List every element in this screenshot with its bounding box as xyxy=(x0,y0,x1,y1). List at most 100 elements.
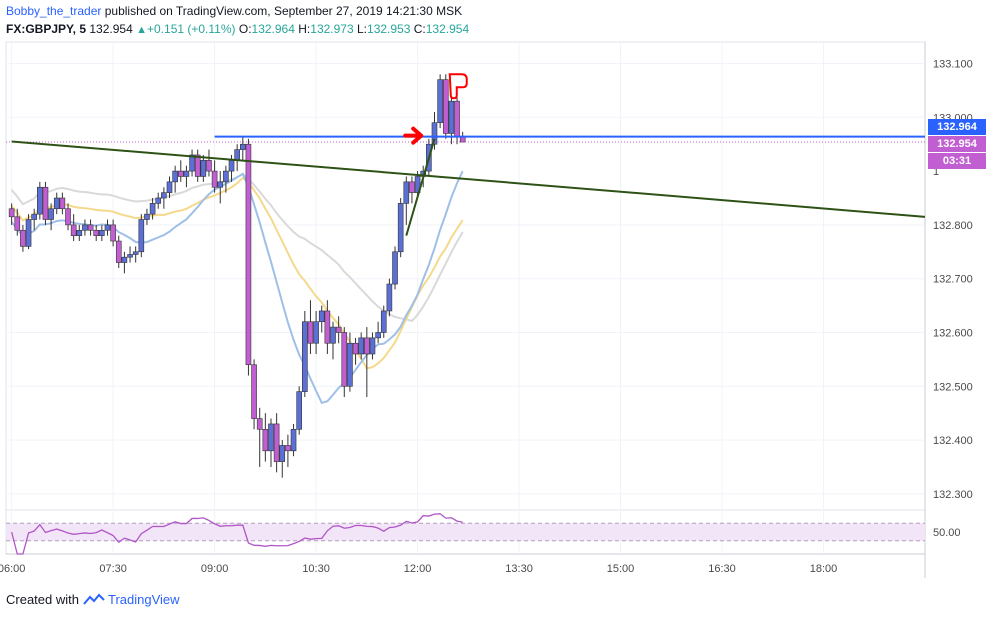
candle-body xyxy=(431,122,438,145)
price-tick-label: 132.500 xyxy=(933,381,973,393)
candle-body xyxy=(37,186,43,215)
candle-body xyxy=(369,337,376,355)
level-price-tag: 132.964 xyxy=(928,119,986,135)
price-chart[interactable]: 133.100133.000132.800132.700132.600132.5… xyxy=(0,0,988,590)
time-tick-label: 15:00 xyxy=(607,563,635,575)
candle-body xyxy=(99,229,105,236)
created-with-label: Created with xyxy=(6,592,79,607)
candle-body xyxy=(206,160,212,172)
candle-body xyxy=(313,321,319,344)
price-tick-label: 132.300 xyxy=(933,489,973,501)
candle-body xyxy=(110,224,116,242)
candle-body xyxy=(442,79,449,134)
price-tick-label: 132.600 xyxy=(933,327,973,339)
ohlc-legend: FX:GBPJPY, 5 132.954 ▲+0.151 (+0.11%) O:… xyxy=(6,22,469,36)
high-value: 132.973 xyxy=(310,22,354,36)
candle-body xyxy=(87,224,94,231)
candle-body xyxy=(335,326,342,333)
candle-body xyxy=(76,229,83,236)
drawings xyxy=(6,73,926,236)
candle-body xyxy=(14,216,21,231)
candle-body xyxy=(386,283,393,312)
rsi-band xyxy=(6,523,925,541)
candle-body xyxy=(324,310,331,344)
candle-body xyxy=(296,391,302,430)
price-tick-label: 1 xyxy=(933,166,939,178)
candle-body xyxy=(403,181,410,204)
candles xyxy=(8,74,466,478)
open-label: O: xyxy=(238,22,252,36)
candle-body xyxy=(375,332,381,339)
candle-body xyxy=(31,213,37,220)
candle-body xyxy=(380,310,387,333)
time-tick-label: 06:00 xyxy=(0,563,25,575)
time-axis[interactable]: 06:00 07:30 09:00 10:30 12:00 13:30 15:00 16:30… xyxy=(0,563,837,575)
candle-body xyxy=(20,229,26,247)
price-axis[interactable]: 133.100133.000132.800132.700132.600132.5… xyxy=(933,59,973,539)
candle-body xyxy=(307,321,314,344)
candle-body xyxy=(48,208,54,220)
candle-body xyxy=(268,423,274,452)
symbol-label[interactable]: FX:GBPJPY, 5 xyxy=(6,22,87,36)
candle-body xyxy=(189,154,195,172)
candle-body xyxy=(364,337,370,355)
candle-body xyxy=(59,197,66,210)
candle-body xyxy=(414,176,421,193)
candle-body xyxy=(285,445,291,452)
candle-body xyxy=(115,240,122,263)
rsi-tick-label: 50.00 xyxy=(933,527,961,539)
candle-body xyxy=(144,213,150,220)
candle-body xyxy=(228,160,235,172)
candle-body xyxy=(234,149,240,161)
price-tick-label: 133.100 xyxy=(933,59,973,71)
candle-body xyxy=(409,181,415,193)
candle-body xyxy=(121,256,128,263)
candle-body xyxy=(341,332,348,387)
candle-body xyxy=(223,170,229,183)
candle-body xyxy=(161,192,167,199)
time-tick-label: 07:30 xyxy=(99,563,127,575)
price-tick-label: 132.700 xyxy=(933,274,973,286)
low-label: L: xyxy=(357,22,368,36)
price-tick-label: 132.400 xyxy=(933,435,973,447)
candle-body xyxy=(53,197,60,210)
published-text: published on TradingView.com, September … xyxy=(101,4,463,18)
candle-body xyxy=(8,208,15,218)
footer: Created with TradingView xyxy=(6,592,180,607)
support-trendline xyxy=(405,138,436,236)
candle-body xyxy=(155,197,162,204)
candle-body xyxy=(65,208,71,226)
candle-body xyxy=(166,181,173,193)
candle-body xyxy=(251,364,257,419)
time-tick-label: 16:30 xyxy=(708,563,736,575)
thumbs-down-icon xyxy=(448,73,468,100)
candle-body xyxy=(437,79,443,123)
close-label: C: xyxy=(413,22,426,36)
candle-body xyxy=(183,170,190,177)
time-tick-label: 10:30 xyxy=(302,563,330,575)
candle-body xyxy=(397,203,404,253)
candle-body xyxy=(70,224,77,236)
open-value: 132.964 xyxy=(251,22,295,36)
publish-info: Bobby_the_trader published on TradingVie… xyxy=(6,4,462,18)
candle-body xyxy=(318,310,325,323)
time-tick-label: 13:30 xyxy=(505,563,533,575)
candle-body xyxy=(104,224,111,231)
candle-body xyxy=(211,170,218,188)
candle-body xyxy=(132,251,139,255)
low-value: 132.953 xyxy=(367,22,411,36)
candle-body xyxy=(392,251,398,285)
countdown-tag: 03:31 xyxy=(928,153,986,169)
author-link[interactable]: Bobby_the_trader xyxy=(6,4,102,18)
high-label: H: xyxy=(298,22,311,36)
tradingview-logo-icon[interactable] xyxy=(82,592,108,607)
price-tick-label: 132.800 xyxy=(933,220,973,232)
tradingview-link[interactable]: TradingView xyxy=(108,592,180,607)
last-price-tag: 132.954 xyxy=(928,136,986,152)
candle-body xyxy=(330,326,336,344)
candle-body xyxy=(239,143,246,150)
change-up-icon: ▲ xyxy=(136,24,147,36)
candle-body xyxy=(448,100,455,134)
candle-body xyxy=(93,229,100,236)
candle-body xyxy=(42,186,49,220)
